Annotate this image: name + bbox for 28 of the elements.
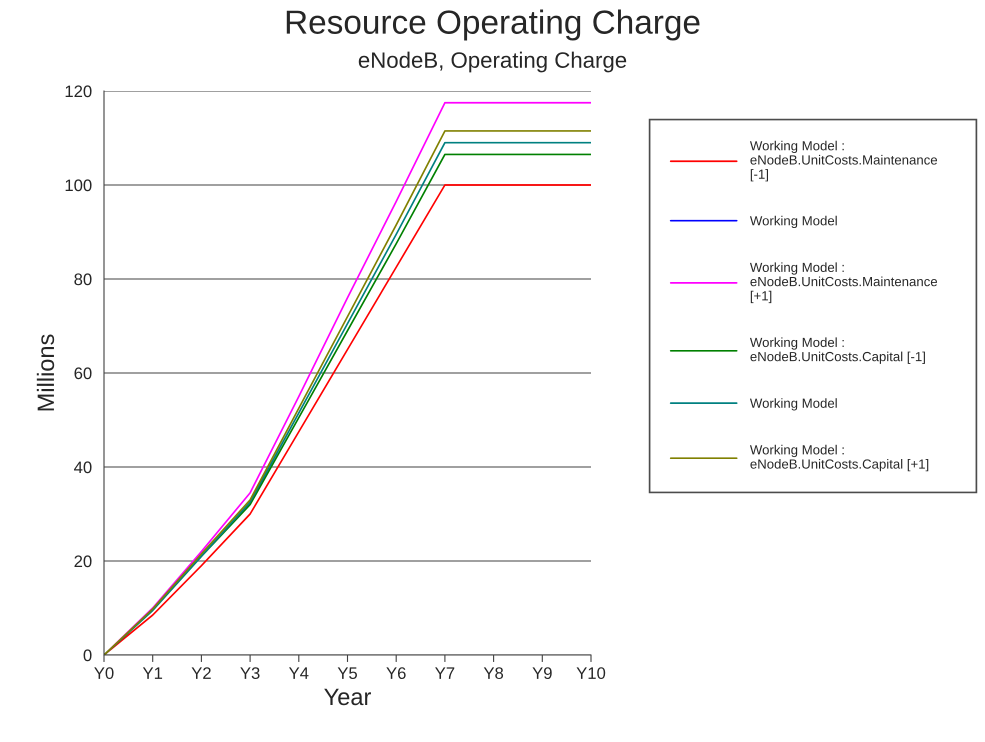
x-tick-label: Y1 — [142, 667, 162, 679]
y-tick-label: 120 — [66, 85, 92, 98]
x-axis-title: Year — [324, 688, 371, 706]
x-tick-label: Y2 — [192, 667, 211, 679]
chart-subtitle: eNodeB, Operating Charge — [358, 52, 626, 72]
x-tick-label: Y4 — [288, 667, 309, 679]
y-axis-title: Millions — [36, 334, 54, 410]
legend-label: Working Model : eNodeB.UnitCosts.Capital [+1] — [750, 444, 928, 472]
y-tick-label: 0 — [84, 649, 92, 662]
chart-title: Resource Operating Charge — [286, 9, 700, 41]
x-tick-label: Y3 — [240, 667, 260, 680]
x-tick-label: Y0 — [94, 667, 114, 680]
x-tick-label: Y6 — [386, 667, 406, 680]
x-tick-label: Y7 — [435, 667, 454, 679]
x-tick-label: Y9 — [532, 667, 552, 680]
legend-label: Working Model : eNodeB.UnitCosts.Maintenance [+1] — [750, 262, 938, 304]
y-tick-label: 40 — [74, 461, 92, 474]
legend-label: Working Model : eNodeB.UnitCosts.Capital [-1] — [750, 337, 925, 364]
x-tick-label: Y10 — [576, 667, 606, 680]
legend-label: Working Model — [750, 216, 837, 228]
y-tick-label: 80 — [74, 273, 92, 286]
x-tick-label: Y8 — [484, 667, 504, 680]
x-tick-label: Y5 — [338, 667, 357, 680]
y-tick-label: 60 — [74, 367, 92, 380]
y-tick-label: 20 — [74, 555, 92, 568]
legend-label: Working Model : eNodeB.UnitCosts.Maintenance [-1] — [750, 140, 938, 182]
legend-label: Working Model — [750, 398, 837, 410]
y-tick-label: 100 — [66, 179, 92, 192]
